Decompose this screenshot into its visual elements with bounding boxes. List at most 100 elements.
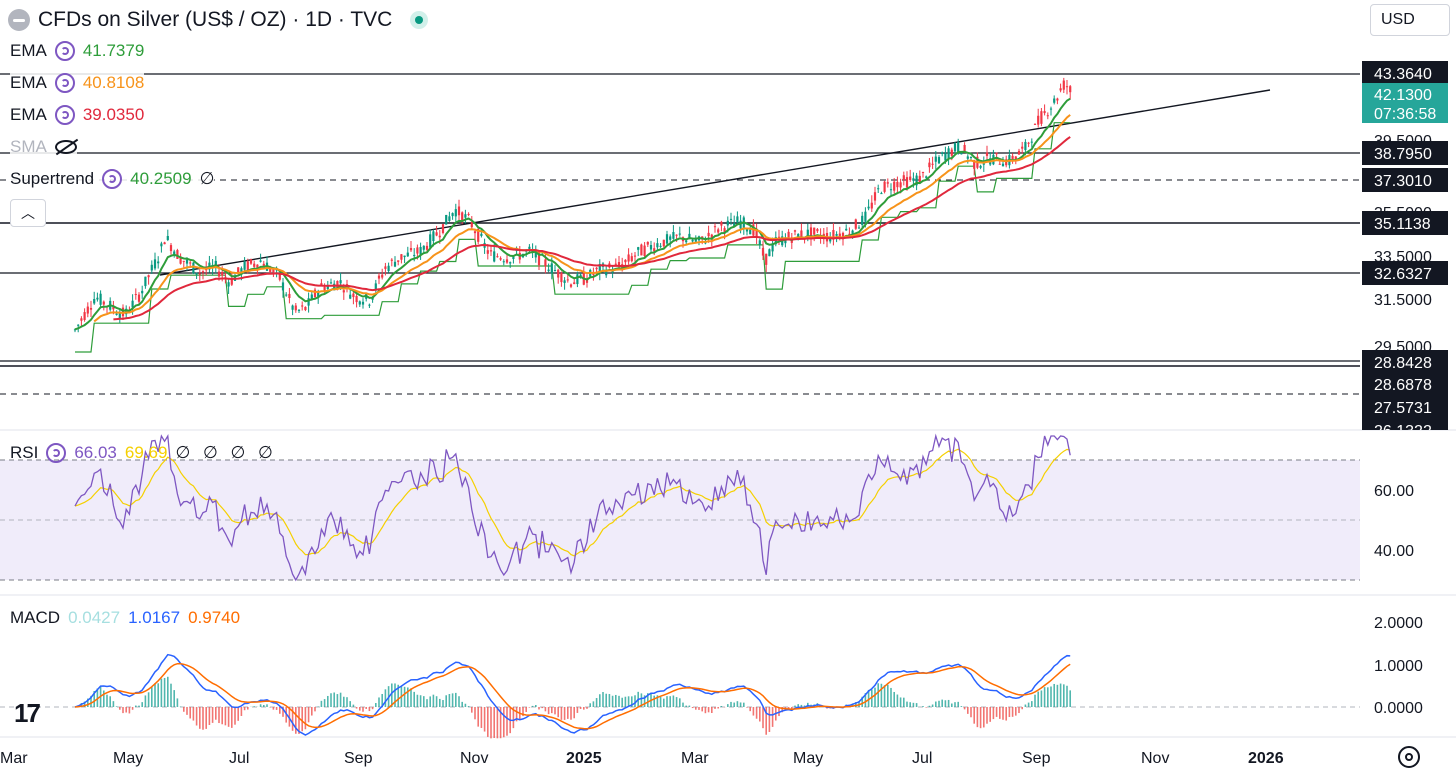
candle-body — [217, 271, 221, 277]
time-tick: May — [113, 750, 143, 767]
candle-body — [915, 175, 918, 186]
candle-body — [297, 309, 301, 311]
price-badge — [1362, 418, 1448, 430]
price-axis[interactable]: 39.5000 35.5000 33.5000 31.5000 29.5000 — [1374, 133, 1432, 356]
chevron-up-icon: ︿ — [21, 205, 35, 221]
candle-body — [1043, 111, 1046, 114]
candle-body — [377, 275, 381, 279]
symbol-title[interactable]: CFDs on Silver (US$ / OZ) · 1D · TVC — [38, 8, 393, 31]
candle-body — [1059, 88, 1062, 91]
candle-body — [595, 267, 598, 270]
candle-body — [569, 284, 573, 287]
candle-body — [403, 255, 406, 258]
indicator-label: EMA — [10, 105, 47, 124]
candle-body — [893, 181, 896, 191]
candle-body — [473, 231, 477, 234]
legend-ema-2[interactable]: EMA 40.8108 — [10, 70, 145, 96]
candle-body — [304, 306, 307, 311]
candle-body — [89, 307, 93, 310]
candle-body — [272, 269, 275, 273]
settings-icon[interactable] — [54, 73, 75, 93]
candle-body — [169, 245, 173, 252]
candle-body — [1049, 108, 1053, 110]
symbol-header[interactable]: CFDs on Silver (US$ / OZ) · 1D · TVC — [8, 6, 429, 34]
candle-body — [249, 259, 253, 264]
candle-body — [182, 260, 185, 262]
collapse-legend-button[interactable]: ︿ — [10, 199, 46, 227]
candle-body — [755, 228, 758, 238]
candle-body — [141, 290, 144, 294]
candle-body — [563, 280, 566, 283]
time-tick: Jul — [229, 750, 249, 767]
candle-body — [416, 247, 419, 254]
settings-icon[interactable] — [102, 169, 123, 189]
last-price-text: 42.1300 — [1374, 87, 1432, 104]
candle-body — [80, 318, 83, 321]
candle-body — [393, 261, 397, 267]
price-badge — [1362, 168, 1448, 192]
candle-body — [176, 250, 179, 259]
candle-body — [121, 307, 125, 317]
candle-body — [672, 232, 675, 239]
candle-body — [1027, 142, 1030, 144]
macd-signal-value: 0.9740 — [188, 608, 241, 627]
candle-body — [352, 293, 355, 298]
candle-body — [1014, 156, 1017, 160]
candle-body — [761, 247, 765, 256]
candle-body — [889, 189, 893, 191]
time-axis[interactable]: Mar May Jul Sep Nov 2025 Mar May Jul Sep… — [0, 750, 1284, 767]
trendline[interactable] — [159, 89, 1271, 276]
settings-icon[interactable] — [54, 105, 75, 125]
candle-body — [461, 212, 464, 222]
candle-body — [112, 306, 115, 310]
candle-body — [246, 261, 249, 271]
candle-body — [336, 280, 339, 289]
settings-icon[interactable] — [46, 443, 67, 463]
price-badge — [1362, 141, 1448, 165]
supertrend-line — [75, 122, 1071, 353]
candle-body — [339, 280, 342, 284]
tradingview-logo[interactable]: 17 — [14, 698, 41, 728]
price-badge-text: 28.8428 — [1374, 355, 1432, 372]
candle-body — [333, 283, 336, 291]
candle-body — [1024, 141, 1027, 151]
candle-body — [928, 162, 931, 168]
macd-line — [74, 653, 1071, 736]
candle-body — [729, 218, 733, 220]
legend-ema-1[interactable]: EMA 41.7379 — [10, 38, 145, 64]
legend-macd[interactable]: MACD 0.0427 1.0167 0.9740 — [10, 605, 240, 631]
candle-body — [877, 188, 880, 190]
candle-body — [931, 163, 934, 165]
time-tick: Sep — [344, 750, 373, 767]
candle-body — [816, 229, 819, 232]
candle-body — [1046, 115, 1049, 117]
legend-sma[interactable]: SMA — [10, 134, 77, 160]
legend-rsi[interactable]: RSI 66.03 69.69 ∅ ∅ ∅ ∅ — [10, 440, 277, 466]
candle-body — [861, 215, 864, 225]
candle-body — [845, 228, 848, 231]
legend-supertrend[interactable]: Supertrend 40.2509 ∅ — [10, 166, 215, 192]
candle-body — [665, 234, 669, 244]
eye-off-icon[interactable] — [54, 140, 77, 154]
currency-selector[interactable]: USD — [1370, 4, 1450, 36]
candle-body — [614, 263, 617, 265]
candle-body — [323, 286, 326, 292]
price-badge — [1362, 261, 1448, 285]
candle-body — [131, 300, 134, 308]
candle-body — [201, 271, 205, 273]
settings-icon[interactable] — [54, 41, 75, 61]
candle-body — [288, 293, 291, 299]
gear-icon[interactable] — [1398, 746, 1420, 768]
time-tick: Jul — [912, 750, 932, 767]
candle-body — [489, 250, 493, 252]
candle-body — [253, 263, 256, 267]
candle-body — [262, 263, 265, 267]
macd-hist-value: 0.0427 — [68, 608, 121, 627]
candle-body — [713, 226, 717, 228]
candle-body — [99, 293, 102, 305]
legend-ema-3[interactable]: EMA 39.0350 — [10, 102, 145, 128]
candle-body — [969, 157, 973, 159]
price-badge-text: 32.6327 — [1374, 266, 1432, 283]
candle-body — [435, 232, 438, 236]
